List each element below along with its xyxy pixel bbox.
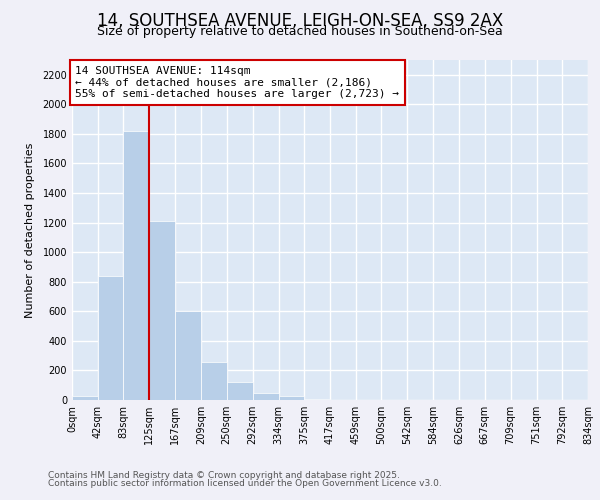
- Bar: [124, 131, 149, 400]
- Bar: [227, 382, 253, 400]
- Bar: [253, 394, 278, 400]
- Text: 14 SOUTHSEA AVENUE: 114sqm
← 44% of detached houses are smaller (2,186)
55% of s: 14 SOUTHSEA AVENUE: 114sqm ← 44% of deta…: [75, 66, 399, 99]
- Text: 14, SOUTHSEA AVENUE, LEIGH-ON-SEA, SS9 2AX: 14, SOUTHSEA AVENUE, LEIGH-ON-SEA, SS9 2…: [97, 12, 503, 30]
- Text: Contains public sector information licensed under the Open Government Licence v3: Contains public sector information licen…: [48, 478, 442, 488]
- Bar: [175, 312, 202, 400]
- Bar: [278, 396, 304, 400]
- Bar: [149, 221, 175, 400]
- Bar: [202, 362, 227, 400]
- Bar: [98, 276, 124, 400]
- Text: Contains HM Land Registry data © Crown copyright and database right 2025.: Contains HM Land Registry data © Crown c…: [48, 471, 400, 480]
- Bar: [304, 399, 330, 400]
- Text: Size of property relative to detached houses in Southend-on-Sea: Size of property relative to detached ho…: [97, 25, 503, 38]
- Bar: [72, 396, 98, 400]
- Y-axis label: Number of detached properties: Number of detached properties: [25, 142, 35, 318]
